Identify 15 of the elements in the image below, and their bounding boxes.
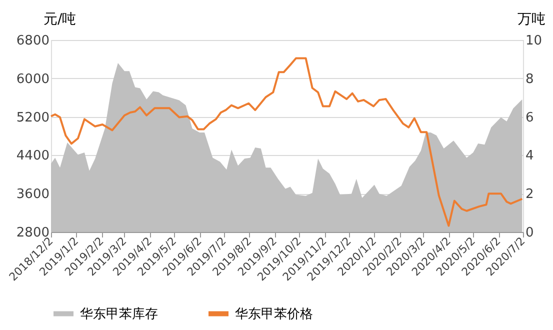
- y2-tick-label: 2: [526, 187, 534, 202]
- y-tick-label: 4400: [16, 148, 50, 164]
- legend-label: 华东甲苯价格: [235, 306, 313, 322]
- y-tick-label: 6800: [16, 34, 50, 48]
- y2-tick-label: 8: [526, 72, 534, 87]
- y2-tick-label: 10: [526, 34, 542, 48]
- y2-axis-title: 万吨: [518, 12, 546, 28]
- y2-tick-label: 6: [526, 110, 534, 126]
- y2-tick-label: 0: [526, 226, 534, 240]
- y2-tick-label: 4: [526, 148, 534, 164]
- y-tick-label: 3600: [16, 187, 50, 202]
- y-tick-label: 5200: [16, 110, 50, 126]
- y-axis-title: 元/吨: [44, 12, 76, 28]
- y-tick-label: 6000: [16, 72, 50, 87]
- legend-label: 华东甲苯库存: [80, 306, 158, 322]
